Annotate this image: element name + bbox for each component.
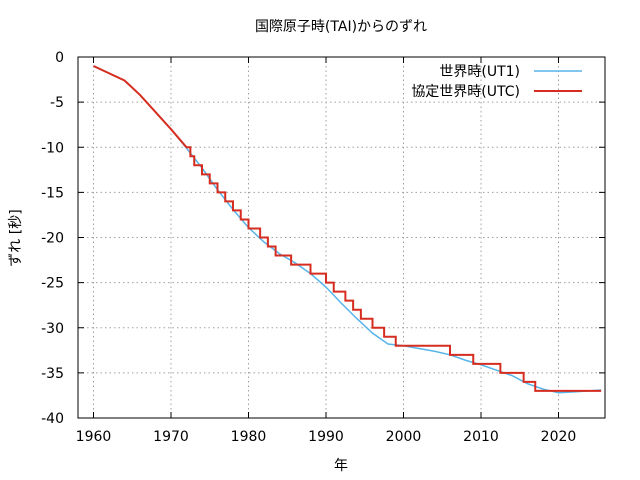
y-tick-label: -20 [41, 231, 64, 247]
y-tick-label: -5 [50, 95, 64, 111]
x-tick-label: 1960 [76, 429, 112, 445]
y-axis-ticks: 0 -5 -10 -15 -20 -25 -30 -35 -40 [41, 50, 605, 427]
y-axis-label: ずれ [秒] [8, 209, 24, 266]
series-ut1-line [93, 65, 602, 394]
y-tick-label: -40 [41, 411, 64, 427]
y-tick-label: 0 [55, 50, 64, 66]
legend-label: 世界時(UT1) [439, 64, 520, 80]
y-tick-label: -10 [41, 140, 64, 156]
x-tick-label: 1990 [308, 429, 344, 445]
series-utc-line [93, 65, 602, 392]
x-axis-label: 年 [334, 458, 348, 474]
plot-area [93, 65, 602, 394]
x-tick-label: 2020 [541, 429, 577, 445]
y-tick-label: -25 [41, 276, 64, 292]
legend-label: 協定世界時(UTC) [411, 84, 520, 100]
y-tick-label: -35 [41, 366, 64, 382]
x-tick-label: 2010 [463, 429, 499, 445]
x-tick-label: 1980 [231, 429, 267, 445]
x-tick-label: 2000 [386, 429, 422, 445]
x-tick-label: 1970 [153, 429, 189, 445]
y-tick-label: -15 [41, 185, 64, 201]
y-tick-label: -30 [41, 321, 64, 337]
chart-title: 国際原子時(TAI)からのずれ [255, 19, 427, 35]
plot-frame [77, 56, 606, 419]
grid [78, 57, 605, 418]
x-axis-ticks: 1960 1970 1980 1990 2000 2010 2020 [76, 57, 577, 445]
legend: 世界時(UT1) 協定世界時(UTC) [411, 64, 582, 100]
